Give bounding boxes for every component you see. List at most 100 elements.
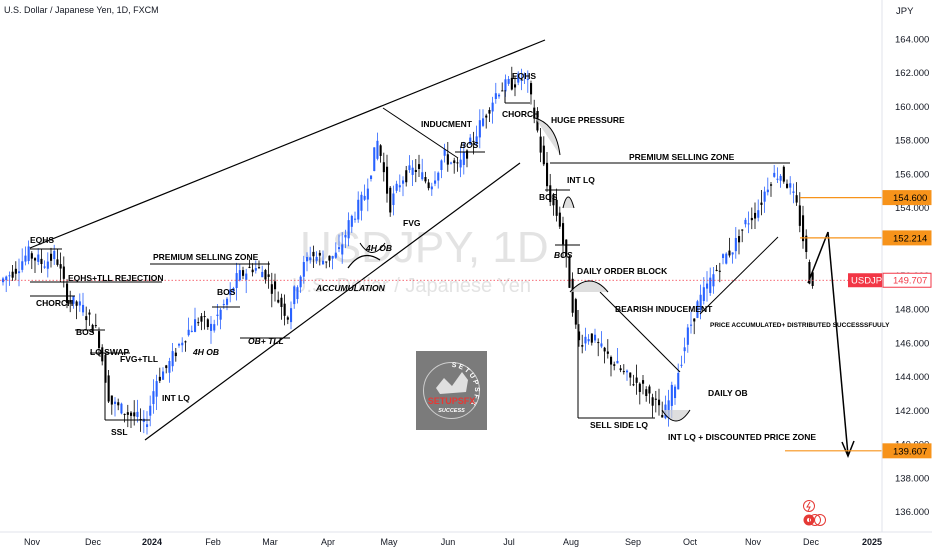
ann-fvg-may: FVG	[403, 218, 421, 228]
candle-body	[478, 120, 481, 138]
candle-body	[424, 177, 427, 182]
candle-body	[382, 162, 385, 173]
candle-body	[114, 401, 117, 404]
candle-body	[597, 342, 600, 344]
candle-body	[373, 147, 376, 171]
candle-body	[395, 183, 398, 191]
candle-body	[296, 287, 299, 300]
candle-body	[59, 264, 62, 269]
x-tick-label: Apr	[321, 537, 335, 547]
candle-body	[126, 412, 129, 415]
x-tick-label: Nov	[745, 537, 762, 547]
candle-body	[104, 355, 107, 383]
arc-accum	[347, 254, 381, 269]
candle-body	[693, 318, 696, 322]
candle-body	[594, 334, 597, 341]
candle-body	[549, 185, 552, 203]
watermark-symbol: USDJPY, 1D	[300, 223, 549, 272]
y-tick-label: 148.000	[895, 305, 929, 316]
candle-body	[539, 136, 542, 153]
candle-body	[238, 270, 241, 281]
price-tag-text: 149.707	[893, 276, 927, 287]
candle-body	[254, 268, 257, 271]
candle-body	[11, 271, 14, 278]
lightning-icon[interactable]	[803, 500, 815, 512]
y-tick-label: 164.000	[895, 34, 929, 45]
candle-body	[43, 266, 46, 268]
candle-body	[789, 183, 792, 188]
candle-body	[389, 187, 392, 213]
y-tick-label: 144.000	[895, 372, 929, 383]
candle-body	[14, 268, 17, 274]
candle-body	[222, 304, 225, 306]
candle-body	[712, 274, 715, 287]
arc-4h-ob-apr	[359, 242, 386, 253]
y-tick-label: 160.000	[895, 102, 929, 113]
candle-body	[546, 162, 549, 187]
candle-body	[194, 319, 197, 332]
candle-body	[555, 199, 558, 216]
candle-body	[613, 364, 616, 366]
toolbar-icons[interactable]	[803, 500, 826, 526]
ann-bos-aug1: BOS	[539, 192, 558, 202]
candle-body	[274, 281, 277, 290]
ann-pz-right: PREMIUM SELLING ZONE	[629, 152, 735, 162]
candle-body	[680, 364, 683, 366]
candle-body	[146, 424, 149, 428]
ann-lq-swap: LQ SWAP	[90, 347, 130, 357]
candle-body	[312, 251, 315, 257]
candle-body	[165, 365, 168, 369]
ann-eqhs-left: EQHS	[30, 235, 54, 245]
y-tick-label: 136.000	[895, 507, 929, 518]
candle-body	[430, 186, 433, 190]
candle-body	[229, 289, 232, 296]
candle-body	[581, 345, 584, 347]
ann-huge-pressure: HUGE PRESSURE	[551, 115, 625, 125]
candle-body	[117, 402, 120, 406]
candle-body	[805, 235, 808, 253]
candle-body	[533, 107, 536, 119]
candle-body	[498, 94, 501, 97]
candle-body	[338, 247, 341, 250]
candle-body	[379, 145, 382, 156]
ann-bos-1: BOS	[76, 327, 95, 337]
price-labels: 154.600 152.214 USDJPY 149.707 139.607	[848, 190, 932, 459]
candle-body	[542, 145, 545, 165]
y-tick-label: 142.000	[895, 406, 929, 417]
candle-body	[120, 403, 123, 414]
candle-body	[94, 325, 97, 327]
candle-body	[571, 278, 574, 313]
candle-body	[754, 212, 757, 219]
candle-body	[661, 414, 664, 418]
candle-body	[453, 160, 456, 164]
candle-body	[600, 343, 603, 347]
ann-4h-ob-feb: 4H OB	[192, 347, 219, 357]
candle-body	[530, 83, 533, 95]
candle-body	[632, 384, 635, 386]
candle-body	[66, 283, 69, 304]
candle-body	[494, 93, 497, 99]
candle-body	[517, 73, 520, 83]
lower-channel-line	[144, 162, 521, 441]
candle-body	[565, 239, 568, 257]
candle-body	[776, 178, 779, 180]
candle-body	[574, 299, 577, 325]
candle-body	[760, 202, 763, 205]
candle-body	[654, 398, 657, 400]
candle-body	[152, 391, 155, 405]
candle-body	[722, 254, 725, 258]
candle-body	[811, 272, 814, 286]
candle-body	[744, 219, 747, 225]
bull-icon	[436, 372, 468, 394]
candle-body	[475, 136, 478, 145]
price-tag-bg	[882, 230, 932, 246]
price-label-last: USDJPY 149.707	[848, 272, 932, 288]
candle-body	[648, 386, 651, 394]
candle-body	[491, 102, 494, 112]
candle-body	[446, 154, 449, 165]
candle-body	[629, 372, 632, 378]
candle-body	[376, 140, 379, 159]
candle-body	[699, 294, 702, 310]
